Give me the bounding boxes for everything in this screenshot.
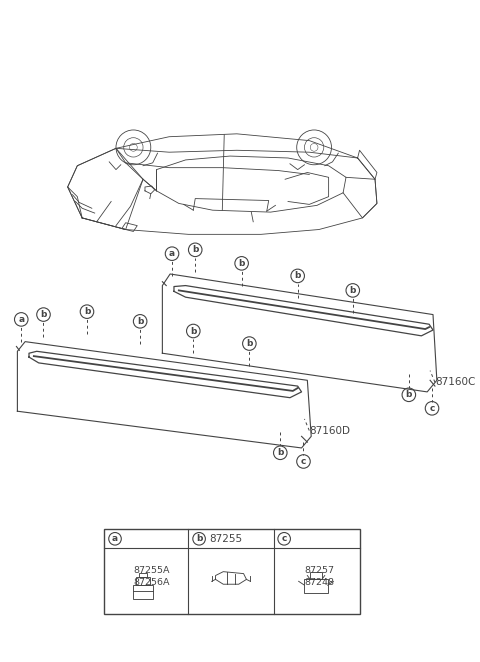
Text: 87160D: 87160D xyxy=(309,426,350,436)
Bar xyxy=(139,573,147,577)
Text: b: b xyxy=(192,246,198,254)
Text: 87255: 87255 xyxy=(210,534,243,544)
Text: b: b xyxy=(137,317,144,326)
Text: b: b xyxy=(246,339,252,348)
Text: b: b xyxy=(190,326,196,336)
Bar xyxy=(104,529,360,614)
Text: b: b xyxy=(84,307,90,316)
Text: b: b xyxy=(196,534,202,544)
Text: b: b xyxy=(295,271,301,281)
Text: c: c xyxy=(301,457,306,466)
Text: a: a xyxy=(169,249,175,258)
Text: c: c xyxy=(429,404,435,413)
Text: b: b xyxy=(349,286,356,295)
Text: c: c xyxy=(281,534,287,544)
Text: a: a xyxy=(112,534,118,544)
Bar xyxy=(136,577,150,585)
Text: 87160C: 87160C xyxy=(435,377,475,387)
Text: a: a xyxy=(18,315,24,324)
Bar xyxy=(310,572,322,579)
Text: 87257
87248: 87257 87248 xyxy=(304,566,335,587)
Text: b: b xyxy=(406,391,412,399)
Text: b: b xyxy=(239,259,245,268)
Bar xyxy=(133,585,153,598)
Bar xyxy=(304,579,328,593)
Text: 87255A
87256A: 87255A 87256A xyxy=(133,566,169,587)
Text: b: b xyxy=(277,448,284,457)
Text: b: b xyxy=(40,310,47,319)
